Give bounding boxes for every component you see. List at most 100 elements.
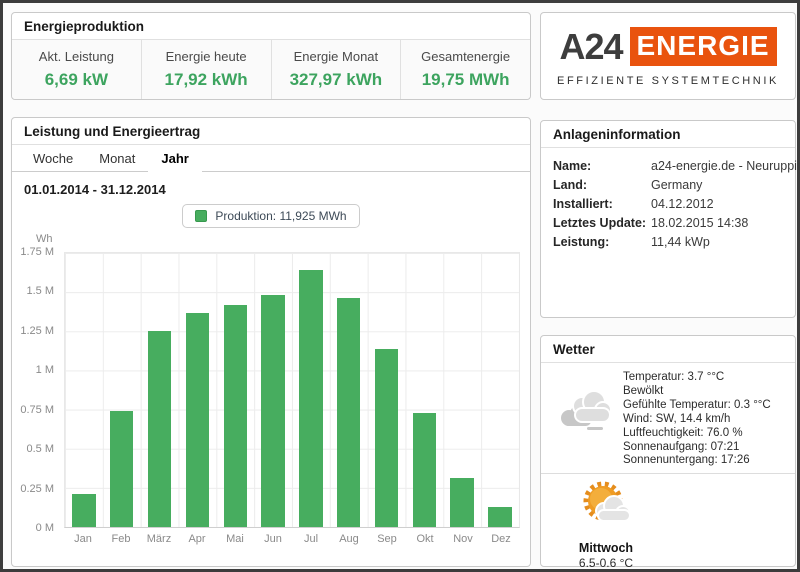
x-tick-label: Mai (226, 533, 244, 545)
weather-panel: Wetter Temperatur: 3.7 °°C Bewölkt Gefühlt… (540, 335, 796, 569)
logo-text-energie: ENERGIE (629, 27, 777, 66)
stat-value: 327,97 kWh (289, 70, 383, 89)
weather-line: Bewölkt (623, 384, 664, 397)
weather-line: Sonnenuntergang: 17:26 (623, 454, 750, 467)
legend-row: Produktion: 11,925 MWh (12, 204, 530, 228)
partly-cloudy-icon (543, 477, 669, 540)
bar-column (254, 253, 292, 527)
bar-nov (450, 478, 474, 527)
x-tick-label: Nov (453, 533, 473, 545)
stat-label: Energie Monat (293, 49, 379, 64)
bar-märz (147, 331, 172, 527)
x-tick-label: Feb (111, 533, 131, 545)
weather-forecast: Mittwoch 6.5-0.6 °C Teilweise bewölkt (541, 474, 669, 571)
info-row-name: Name: a24-energie.de - Neuruppin 1 (553, 157, 797, 176)
stat-gesamtenergie: Gesamtenergie 19,75 MWh (400, 40, 530, 99)
bar-apr (185, 312, 210, 527)
logo-text-a24: A24 (559, 25, 623, 67)
stat-value: 17,92 kWh (164, 70, 248, 89)
bar-aug (336, 298, 361, 527)
info-value: Germany (651, 178, 703, 192)
x-tick-label: Apr (188, 533, 206, 545)
info-label: Land: (553, 178, 588, 192)
weather-title: Wetter (541, 336, 795, 363)
x-tick-label: Okt (416, 533, 434, 545)
y-tick-label: 0.5 M (26, 443, 54, 456)
info-label: Leistung: (553, 235, 610, 249)
x-axis-labels: Jan Feb März Apr Mai Jun Jul Aug Sep Okt Nov Dez (64, 528, 520, 545)
stat-label: Gesamtenergie (421, 49, 511, 64)
bar-feb (110, 411, 134, 527)
tab-monat[interactable]: Monat (99, 151, 136, 166)
bar-dez (488, 506, 512, 527)
y-tick-label: 0 M (35, 522, 54, 534)
info-row-installiert: Installiert: 04.12.2012 (553, 195, 783, 214)
info-row-leistung: Leistung: 11,44 kWp (553, 233, 783, 252)
info-value: 18.02.2015 14:38 (651, 216, 749, 230)
stat-energie-heute: Energie heute 17,92 kWh (140, 40, 271, 99)
a24-energie-logo: A24 ENERGIE (559, 25, 777, 68)
forecast-temp-range: 6.5-0.6 °C (578, 556, 634, 571)
chart-legend[interactable]: Produktion: 11,925 MWh (182, 204, 360, 228)
y-tick-label: 1 M (35, 364, 54, 377)
chart-panel: Leistung und Energieertrag Woche Monat J… (11, 117, 531, 567)
bar-jan (72, 494, 96, 527)
bar-column (368, 253, 406, 527)
bar-column (292, 253, 330, 527)
info-label: Name: (553, 159, 592, 173)
bar-column (405, 253, 443, 527)
x-tick-label: März (146, 533, 172, 545)
stat-value: 6,69 kW (44, 70, 109, 89)
plant-info-title: Anlageninformation (541, 121, 795, 148)
stat-label: Akt. Leistung (38, 49, 114, 64)
energy-production-panel: Energieproduktion Akt. Leistung 6,69 kW … (11, 12, 531, 100)
stat-akt-leistung: Akt. Leistung 6,69 kW (12, 40, 141, 99)
bars (65, 253, 519, 527)
bar-column (443, 253, 481, 527)
y-tick-label: 1.25 M (20, 324, 54, 337)
bar-jun (261, 295, 285, 527)
x-tick-label: Dez (491, 533, 511, 545)
bar-column (65, 253, 103, 527)
stat-label: Energie heute (165, 49, 247, 64)
y-axis-unit: Wh (36, 233, 53, 245)
date-range: 01.01.2014 - 31.12.2014 (24, 182, 166, 197)
period-tabs: Woche Monat Jahr (12, 145, 530, 172)
y-tick-label: 0.25 M (20, 482, 54, 495)
info-label: Installiert: (553, 197, 613, 211)
info-value: 11,44 kWp (651, 235, 710, 249)
bar-sep (374, 348, 399, 527)
plant-info-body: Name: a24-energie.de - Neuruppin 1 Land:… (541, 148, 797, 261)
stat-energie-monat: Energie Monat 327,97 kWh (270, 40, 401, 99)
forecast-day: Mittwoch (578, 541, 634, 556)
tab-woche[interactable]: Woche (33, 151, 74, 166)
bar-okt (412, 412, 437, 527)
x-tick-label: Jul (303, 533, 319, 545)
info-row-land: Land: Germany (553, 176, 783, 195)
logo-panel: A24 ENERGIE EFFIZIENTE SYSTEMTECHNIK (540, 12, 796, 100)
bar-column (178, 253, 216, 527)
info-row-letztes-update: Letztes Update: 18.02.2015 14:38 (553, 214, 783, 233)
bar-column (216, 253, 254, 527)
x-tick-label: Jun (264, 533, 282, 545)
weather-line: Gefühlte Temperatur: 0.3 °°C (623, 398, 771, 411)
x-tick-label: Sep (377, 533, 397, 545)
chart-panel-title: Leistung und Energieertrag (12, 118, 530, 145)
weather-current: Temperatur: 3.7 °°C Bewölkt Gefühlte Tempe… (541, 363, 795, 473)
energy-production-title: Energieproduktion (12, 13, 530, 40)
bar-column (141, 253, 179, 527)
y-tick-label: 1.5 M (26, 285, 54, 298)
weather-line: Luftfeuchtigkeit: 76.0 % (623, 426, 743, 439)
legend-label: Produktion: 11,925 MWh (215, 209, 347, 223)
y-axis-ticks: 1.75 M 1.5 M 1.25 M 1 M 0.75 M 0.5 M 0.25 M 0 M (20, 246, 58, 534)
bar-column (481, 253, 519, 527)
weather-current-lines: Temperatur: 3.7 °°C Bewölkt Gefühlte Tempe… (623, 369, 771, 468)
bar-mai (223, 304, 247, 527)
weather-line: Sonnenaufgang: 07:21 (623, 440, 740, 453)
legend-swatch-icon (195, 210, 208, 222)
bar-jul (299, 270, 323, 527)
bar-chart: Wh 1.75 M 1.5 M 1.25 M 1 M 0.75 M 0.5 M 0.25 M… (20, 232, 520, 545)
plant-info-panel: Anlageninformation Name: a24-energie.de … (540, 120, 797, 318)
tab-jahr[interactable]: Jahr (148, 145, 202, 172)
